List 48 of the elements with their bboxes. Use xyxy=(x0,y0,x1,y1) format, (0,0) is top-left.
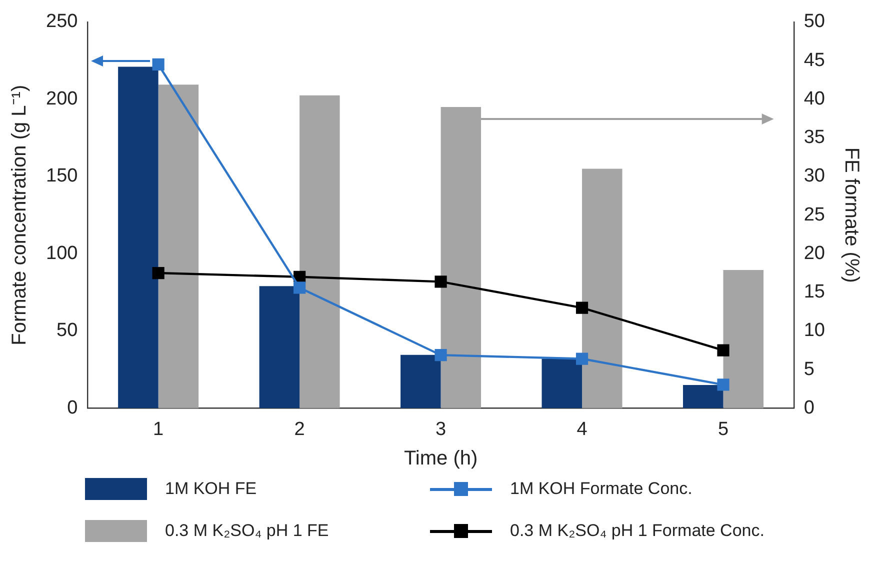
y2-tick-label: 30 xyxy=(804,166,826,187)
y2-tick-label: 25 xyxy=(804,204,826,226)
y2-axis-title: FE formate (%) xyxy=(840,147,862,283)
x-tick-label: 5 xyxy=(718,418,729,440)
point xyxy=(152,58,164,71)
bar xyxy=(683,385,724,408)
point xyxy=(294,282,306,294)
bar xyxy=(440,106,482,408)
point xyxy=(434,276,447,288)
x-tick-label: 1 xyxy=(153,418,164,440)
y2-tick-label: 35 xyxy=(804,127,826,148)
point xyxy=(717,344,730,356)
x-tick-label: 2 xyxy=(294,418,305,440)
legend-label: 1M KOH FE xyxy=(165,479,257,499)
bar xyxy=(542,358,582,408)
y-tick-label: 50 xyxy=(56,320,78,342)
y2-tick-label: 40 xyxy=(804,88,826,110)
y-tick-label: 200 xyxy=(46,88,78,110)
point xyxy=(576,302,588,314)
y-tick-label: 150 xyxy=(46,166,78,187)
legend-label: 0.3 M K₂SO₄ pH 1 Formate Conc. xyxy=(510,521,764,541)
legend-label: 1M KOH Formate Conc. xyxy=(510,479,692,499)
y2-tick-label: 10 xyxy=(804,320,826,342)
bar xyxy=(582,168,622,408)
bar xyxy=(118,66,158,408)
bar xyxy=(300,95,340,408)
point xyxy=(152,266,164,280)
x-tick-label: 4 xyxy=(576,418,588,440)
y2-tick-label: 20 xyxy=(804,242,826,264)
bar xyxy=(259,286,300,408)
bar xyxy=(400,354,441,408)
point xyxy=(717,378,730,391)
x-tick-label: 3 xyxy=(435,418,446,440)
y-tick-label: 250 xyxy=(46,11,78,32)
bar xyxy=(158,84,199,408)
y2-tick-label: 45 xyxy=(804,50,826,71)
point xyxy=(576,352,588,365)
y2-tick-label: 50 xyxy=(804,11,826,32)
y-axis-title: Formate concentration (g L⁻¹) xyxy=(8,84,31,346)
point xyxy=(434,349,447,362)
legend-label: 0.3 M K₂SO₄ pH 1 FE xyxy=(165,521,329,541)
y-tick-label: 0 xyxy=(67,397,78,418)
y2-tick-label: 0 xyxy=(804,397,814,418)
y2-tick-label: 5 xyxy=(804,358,814,380)
y2-tick-label: 15 xyxy=(804,282,826,303)
bar xyxy=(723,270,764,408)
y-tick-label: 100 xyxy=(46,242,78,264)
x-axis-title: Time (h) xyxy=(404,448,478,470)
